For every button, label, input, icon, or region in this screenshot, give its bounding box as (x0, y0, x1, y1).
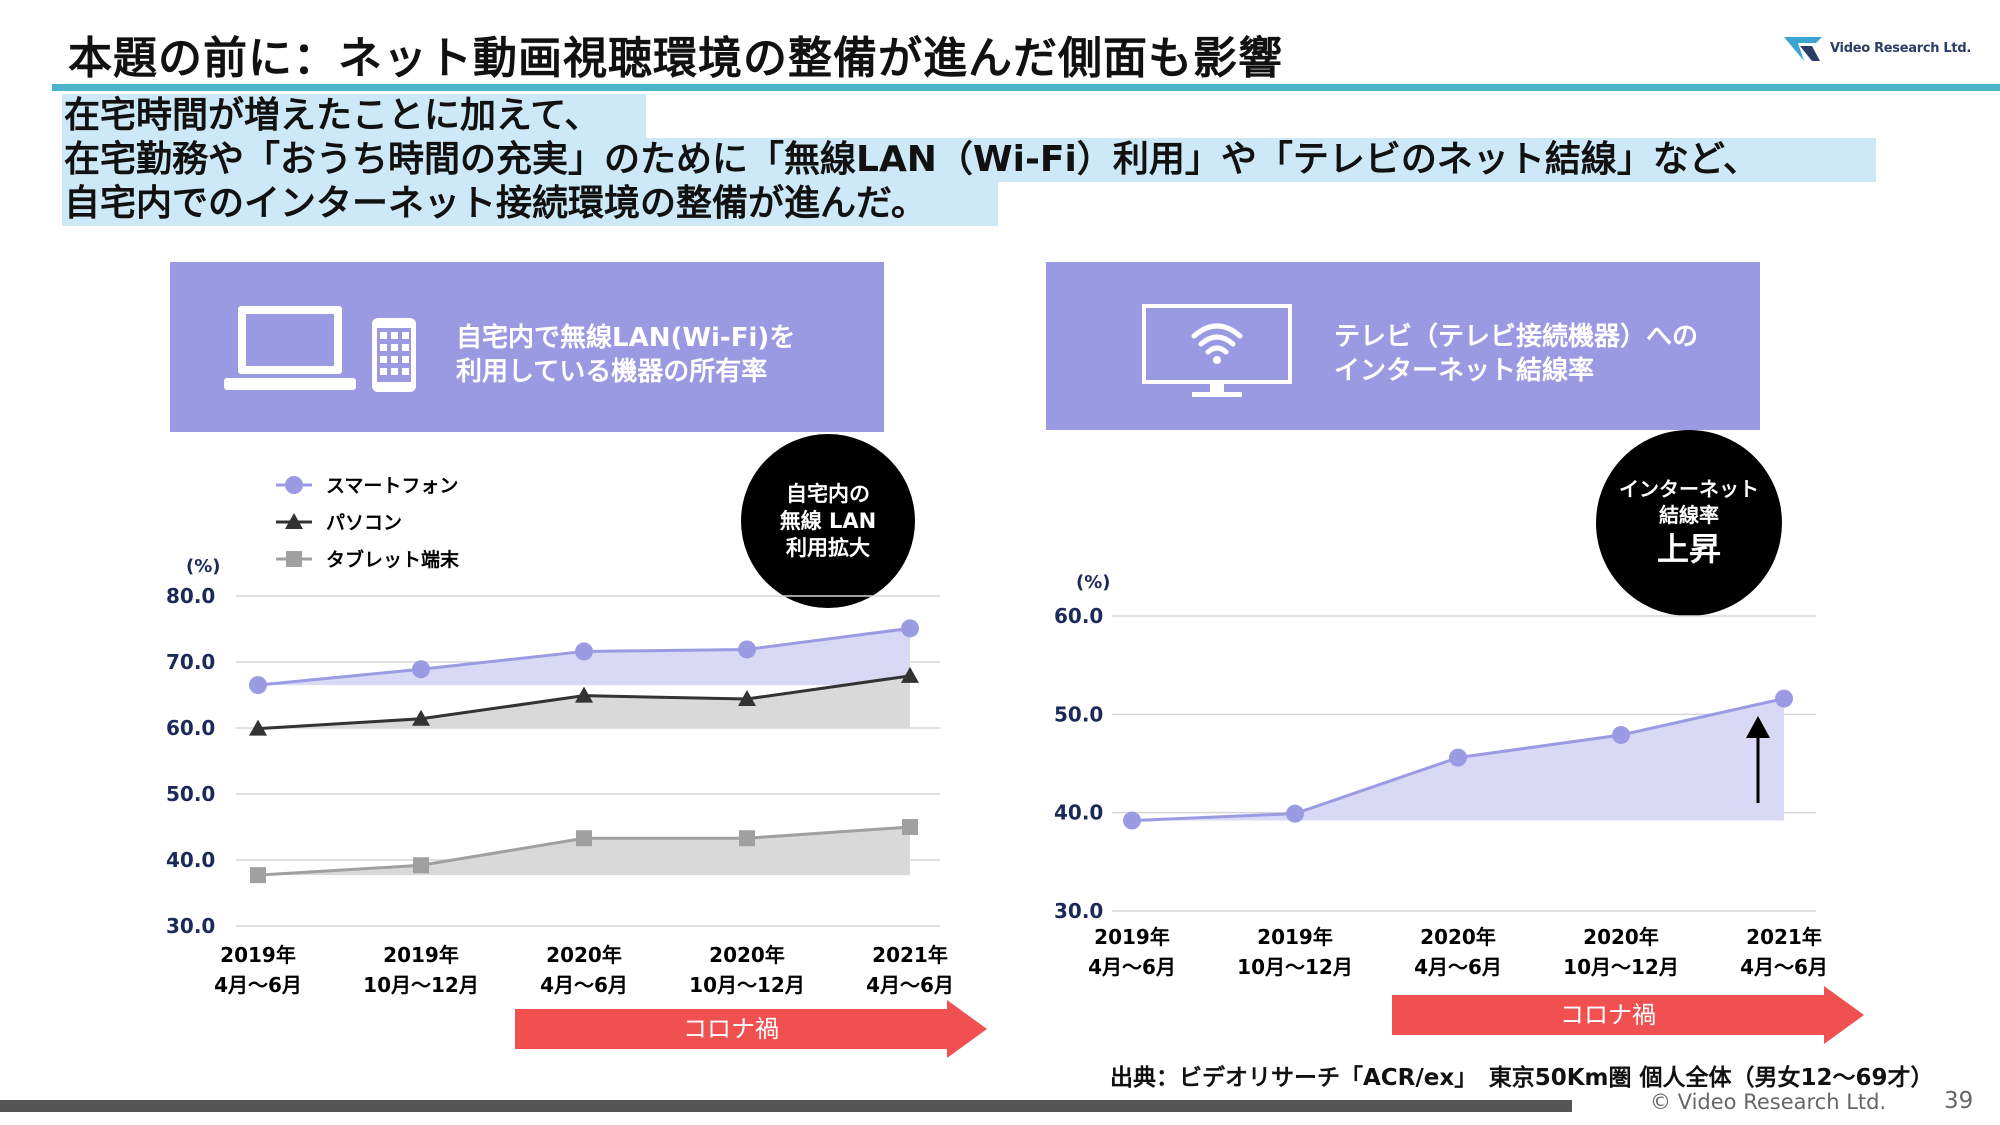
logo-mark-icon (1784, 37, 1822, 61)
x-tick-label: 2020年 (546, 943, 622, 967)
data-point (901, 666, 919, 683)
y-tick-label: 30.0 (166, 914, 215, 938)
y-tick-label: 60.0 (1054, 604, 1103, 628)
x-tick-label: 2021年 (872, 943, 948, 967)
right-chart-header-panel: テレビ（テレビ接続機器）への インターネット結線率 (1046, 262, 1760, 430)
legend-marker (285, 513, 303, 529)
x-tick-label: 4月～6月 (1088, 955, 1176, 979)
data-point (1775, 689, 1793, 708)
x-tick-label: 4月～6月 (1740, 955, 1828, 979)
right-badge-line-1: インターネット (1619, 477, 1759, 501)
left-panel-line-2: 利用している機器の所有率 (456, 357, 768, 387)
page-number: 39 (1944, 1088, 1974, 1114)
laptop-icon (224, 306, 356, 390)
left-badge-line-2: 無線 LAN (779, 508, 877, 533)
corona-label-left: コロナ禍 (683, 1015, 779, 1043)
y-axis-unit: (%) (1076, 572, 1111, 593)
x-tick-label: 4月～6月 (540, 973, 628, 997)
corona-arrow-left-icon (515, 1000, 987, 1058)
x-tick-label: 4月～6月 (1414, 955, 1502, 979)
x-tick-label: 2020年 (1420, 925, 1496, 949)
data-point (250, 867, 266, 884)
x-tick-label: 4月～6月 (866, 973, 954, 997)
legend-marker (285, 476, 303, 494)
corona-arrow-right: コロナ禍 (1392, 986, 1864, 1044)
data-point (575, 686, 593, 703)
left-badge-line-3: 利用拡大 (786, 535, 870, 560)
corona-arrow-right-icon (1392, 986, 1864, 1044)
data-point (575, 642, 593, 661)
left-panel-line-1: 自宅内で無線LAN(Wi-Fi)を (456, 323, 796, 353)
legend-marker (286, 551, 302, 567)
y-tick-label: 60.0 (166, 716, 215, 740)
left-badge: 自宅内の 無線 LAN 利用拡大 (741, 434, 915, 608)
smartphone-icon (372, 318, 416, 392)
data-point (412, 709, 430, 726)
page-title: 本題の前に：ネット動画視聴環境の整備が進んだ側面も影響 (68, 33, 1283, 84)
data-point (576, 830, 592, 847)
copyright: © Video Research Ltd. (1650, 1090, 1887, 1114)
right-badge-line-3: 上昇 (1656, 530, 1721, 568)
x-tick-label: 10月～12月 (689, 973, 805, 997)
data-point (902, 819, 918, 835)
right-badge: インターネット 結線率 上昇 (1596, 430, 1782, 616)
highlight-line-2: 在宅勤務や「おうち時間の充実」のために「無線LAN（Wi-Fi）利用」や「テレビ… (62, 138, 1876, 182)
x-tick-label: 2020年 (1583, 925, 1659, 949)
x-tick-label: 2019年 (1257, 925, 1333, 949)
footer-bar (0, 1100, 1572, 1112)
data-point (738, 640, 756, 659)
left-chart-header-panel: 自宅内で無線LAN(Wi-Fi)を 利用している機器の所有率 (170, 262, 884, 432)
x-tick-label: 4月～6月 (214, 973, 302, 997)
y-tick-label: 30.0 (1054, 899, 1103, 923)
increase-arrow-head (1746, 716, 1770, 738)
data-point (249, 719, 267, 736)
data-point (1449, 748, 1467, 767)
tv-wifi-icon (1142, 304, 1292, 397)
data-point (738, 689, 756, 706)
data-point (413, 857, 429, 874)
legend-label: タブレット端末 (326, 548, 460, 571)
x-tick-label: 2019年 (220, 943, 296, 967)
source-note: 出典：ビデオリサーチ「ACR/ex」 東京50Km圏 個人全体（男女12～69才… (1110, 1065, 1934, 1091)
y-tick-label: 50.0 (1054, 702, 1103, 726)
right-panel-line-1: テレビ（テレビ接続機器）への (1334, 322, 1699, 352)
left-line-chart: 80.0 70.0 60.0 50.0 40.0 30.0 (%) 2019年 4月～6月 201… (166, 475, 954, 997)
x-tick-label: 10月～12月 (1563, 955, 1679, 979)
left-badge-line-1: 自宅内の (786, 481, 870, 506)
data-point (1286, 804, 1304, 823)
x-tick-label: 2019年 (383, 943, 459, 967)
y-axis-unit: (%) (186, 556, 221, 577)
legend-label: パソコン (326, 512, 402, 534)
y-tick-label: 40.0 (166, 848, 215, 872)
x-tick-label: 2021年 (1746, 925, 1822, 949)
data-point (901, 619, 919, 638)
data-point (1612, 725, 1630, 744)
corona-label-right: コロナ禍 (1560, 1001, 1656, 1029)
x-tick-label: 10月～12月 (363, 973, 479, 997)
x-tick-label: 10月～12月 (1237, 955, 1353, 979)
y-tick-label: 70.0 (166, 650, 215, 674)
y-tick-label: 40.0 (1054, 801, 1103, 825)
logo-text: Video Research Ltd. (1830, 41, 1971, 56)
legend-label: スマートフォン (326, 475, 458, 497)
right-panel-line-2: インターネット結線率 (1334, 356, 1595, 386)
data-point (739, 830, 755, 847)
right-badge-line-2: 結線率 (1659, 503, 1719, 527)
highlight-line-1: 在宅時間が増えたことに加えて、 (62, 94, 646, 138)
x-tick-label: 2020年 (709, 943, 785, 967)
data-point (1123, 811, 1141, 830)
company-logo: Video Research Ltd. (1782, 32, 1982, 66)
corona-arrow-left: コロナ禍 (515, 1000, 987, 1058)
y-tick-label: 50.0 (166, 782, 215, 806)
y-tick-label: 80.0 (166, 584, 215, 608)
data-point (249, 676, 267, 695)
x-tick-label: 2019年 (1094, 925, 1170, 949)
highlight-line-3: 自宅内でのインターネット接続環境の整備が進んだ。 (62, 182, 998, 226)
title-rule (52, 84, 2000, 91)
data-point (412, 660, 430, 679)
